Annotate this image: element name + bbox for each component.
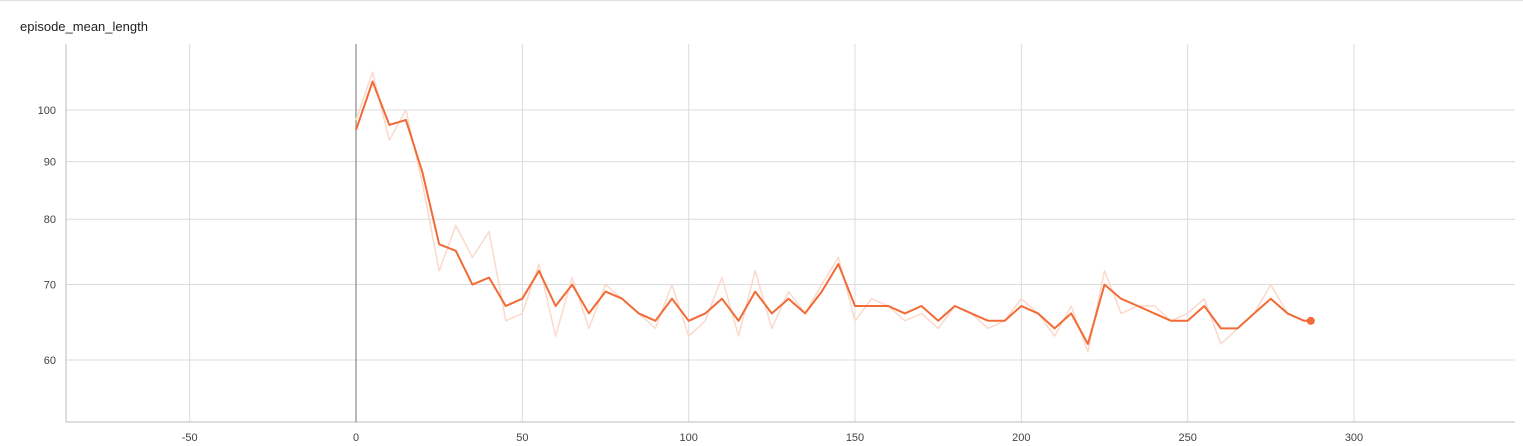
x-tick-label: 250 [1178, 432, 1196, 444]
y-tick-label: 60 [44, 355, 56, 367]
raw-series [355, 71, 1311, 353]
y-tick-label: 70 [44, 280, 56, 292]
smoothed-series-line [355, 80, 1311, 345]
grid [66, 44, 1515, 422]
top-divider [0, 0, 1523, 1]
series-endpoint-dot [1306, 316, 1315, 325]
raw-series-line [355, 71, 1311, 353]
x-tick-label: -50 [182, 432, 198, 444]
x-tick-label: 50 [516, 432, 528, 444]
smoothed-series [355, 80, 1315, 345]
x-tick-label: 300 [1345, 432, 1363, 444]
y-tick-label: 80 [44, 214, 56, 226]
tick-labels: -50 0 50 100 150 200 250 300 60 70 80 90 100 [38, 105, 1364, 444]
y-tick-label: 90 [44, 157, 56, 169]
x-tick-label: 100 [679, 432, 697, 444]
x-tick-label: 0 [353, 432, 359, 444]
chart-title: episode_mean_length [20, 19, 148, 34]
axes [65, 44, 1515, 423]
x-tick-label: 150 [846, 432, 864, 444]
y-tick-label: 100 [38, 105, 56, 117]
x-tick-label: 200 [1012, 432, 1030, 444]
